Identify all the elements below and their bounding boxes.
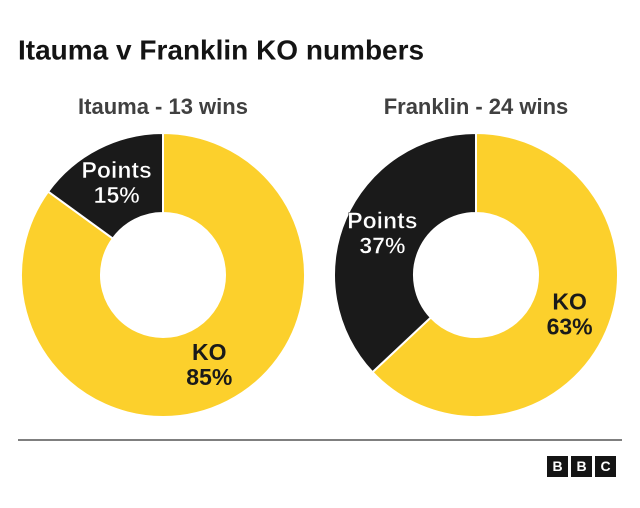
value-label: 63% <box>547 314 593 340</box>
value-label: 37% <box>359 233 405 259</box>
segment-label: KO <box>552 289 587 315</box>
donut-segment <box>20 131 306 418</box>
value-label: 85% <box>186 364 232 390</box>
segment-label: KO <box>192 339 227 365</box>
chart-subtitle: Itauma - 13 wins <box>78 94 248 119</box>
donut-segment <box>333 131 477 374</box>
logo-box <box>547 456 568 477</box>
logo-box <box>595 456 616 477</box>
title: Itauma v Franklin KO numbers <box>18 34 424 65</box>
chart-subtitle: Franklin - 24 wins <box>384 94 569 119</box>
value-label: 15% <box>94 182 140 208</box>
donut-segment <box>46 131 164 240</box>
donut-segment <box>371 131 619 418</box>
segment-label: Points <box>347 208 417 234</box>
logo-letter: B <box>576 458 586 474</box>
logo-box <box>571 456 592 477</box>
segment-label: Points <box>82 157 152 183</box>
logo-letter: B <box>552 458 562 474</box>
logo-letter: C <box>600 458 610 474</box>
